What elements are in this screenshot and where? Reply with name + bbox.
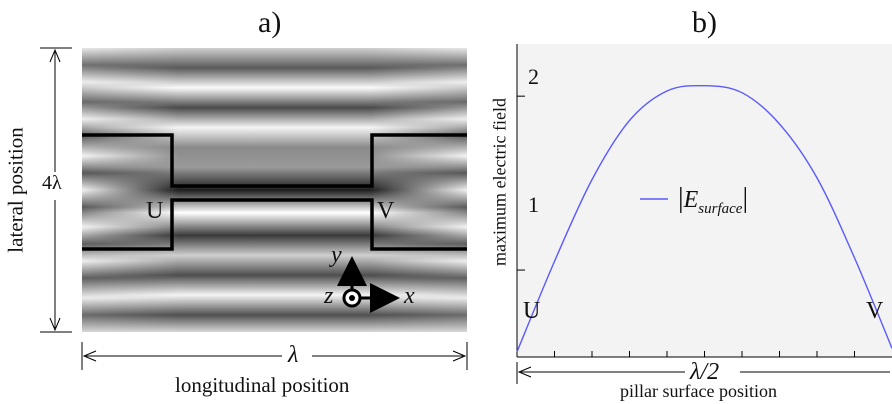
width-dimension (81, 342, 468, 370)
axis-y-label: y (331, 242, 342, 268)
field-map (82, 48, 467, 332)
series-line-0 (516, 84, 892, 353)
panel-a-label: a) (258, 6, 282, 39)
y-axis-label-b: maximum electric field (489, 98, 510, 266)
axis-x-label: x (404, 283, 415, 309)
coordinate-triad (337, 256, 400, 313)
x-span-label: λ/2 (690, 359, 720, 385)
x-axis-label-a: longitudinal position (175, 373, 350, 397)
waveguide-outline (82, 133, 467, 251)
height-label: 4λ (42, 172, 62, 195)
x-axis-label-b: pillar surface position (620, 381, 777, 401)
x-end-label-u: U (523, 298, 541, 324)
height-dimension (40, 47, 72, 333)
point-u-label: U (146, 198, 164, 224)
plot-area (517, 44, 892, 357)
y-tick-label-1: 1 (528, 192, 539, 217)
curve-layer (516, 84, 892, 353)
legend-label: |Esurface| (678, 183, 749, 217)
point-v-label: V (377, 198, 395, 224)
width-label: λ (288, 342, 299, 368)
axis-z-label: z (324, 283, 334, 309)
panel-b-label: b) (692, 6, 717, 39)
y-tick-marks (517, 95, 525, 271)
y-axis-label-a: lateral position (3, 127, 28, 253)
y-tick-label-2: 2 (528, 64, 539, 89)
x-tick-marks (517, 351, 892, 358)
x-end-label-v: V (866, 298, 884, 324)
x-span-dimension (516, 362, 890, 384)
